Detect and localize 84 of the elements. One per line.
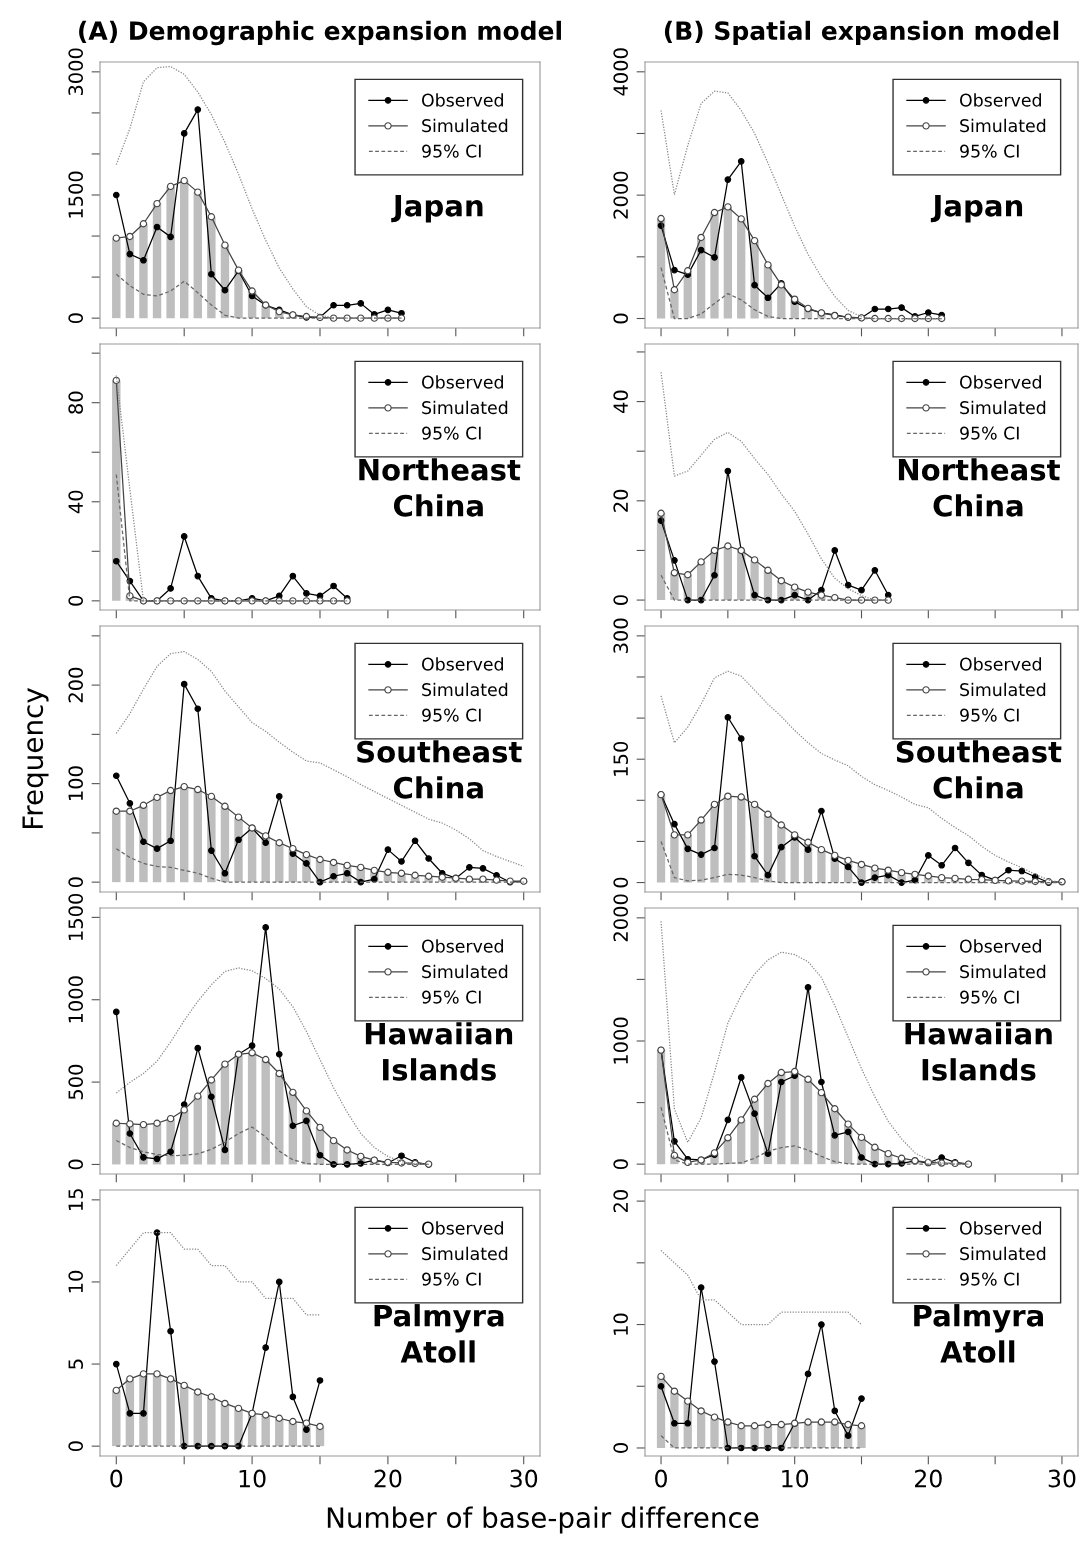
- y-tick-label: 0: [68, 877, 84, 888]
- legend-label: Simulated: [422, 964, 508, 979]
- y-tick-label: 0: [68, 1441, 84, 1452]
- y-tick-label: 0: [68, 595, 84, 606]
- annotation: Southeast China: [357, 740, 522, 799]
- y-tick-label: 2000: [613, 171, 629, 219]
- legend-label: Observed: [421, 657, 503, 671]
- x-axis-title: Number of base-pair difference: [327, 1506, 759, 1534]
- x-tick-label: 20: [915, 1469, 942, 1488]
- legend-label: Observed: [421, 1221, 503, 1235]
- annotation: Hawaiian Islands: [365, 1022, 513, 1081]
- x-tick-label: 0: [110, 1469, 123, 1488]
- y-tick-label: 0: [613, 1159, 629, 1170]
- x-tick-label: 10: [239, 1469, 266, 1488]
- y-tick-label: 300: [613, 618, 629, 653]
- y-tick-label: 40: [68, 490, 84, 514]
- annotation: Northeast China: [898, 458, 1060, 517]
- legend-label: Observed: [959, 939, 1041, 953]
- y-tick-label: 0: [68, 313, 84, 324]
- y-tick-label: 0: [613, 877, 629, 888]
- legend-label: 95% CI: [960, 144, 1019, 158]
- legend-label: Observed: [421, 93, 503, 107]
- annotation: Palmyra Atoll: [374, 1304, 504, 1363]
- y-tick-label: 20: [613, 1190, 629, 1213]
- legend-label: 95% CI: [960, 708, 1019, 722]
- annotation: Northeast China: [359, 458, 521, 517]
- legend-label: Simulated: [960, 1246, 1046, 1261]
- legend-label: 95% CI: [422, 1272, 481, 1286]
- y-tick-label: 80: [68, 391, 84, 414]
- annotation: Palmyra Atoll: [914, 1304, 1043, 1363]
- y-tick-label: 10: [68, 1270, 84, 1293]
- annotation: Japan: [391, 195, 483, 223]
- x-tick-label: 20: [374, 1469, 402, 1488]
- annotation: Japan: [930, 195, 1023, 223]
- x-tick-label: 30: [510, 1469, 538, 1488]
- chart-title: (A) Demographic expansion model: [79, 20, 561, 46]
- annotation: Southeast China: [896, 740, 1062, 799]
- y-tick-label: 0: [613, 595, 629, 605]
- legend-label: Simulated: [960, 964, 1046, 979]
- legend-label: 95% CI: [960, 990, 1019, 1004]
- legend-label: Observed: [959, 657, 1041, 671]
- legend-label: Observed: [959, 1221, 1041, 1235]
- legend-label: Observed: [959, 375, 1041, 389]
- y-tick-label: 0: [68, 1159, 84, 1170]
- y-tick-label: 1500: [68, 171, 84, 218]
- y-axis-title: Frequency: [22, 688, 49, 829]
- y-tick-label: 20: [613, 489, 629, 512]
- legend-label: 95% CI: [960, 426, 1019, 440]
- legend-label: 95% CI: [960, 1272, 1019, 1286]
- y-tick-label: 10: [613, 1313, 629, 1335]
- y-tick-label: 1000: [613, 1017, 629, 1064]
- y-tick-label: 5: [68, 1359, 84, 1369]
- legend-label: 95% CI: [422, 426, 481, 440]
- chart-title: (B) Spatial expansion model: [664, 20, 1059, 45]
- legend-label: 95% CI: [422, 990, 481, 1004]
- legend-label: 95% CI: [422, 708, 481, 722]
- y-tick-label: 4000: [613, 48, 629, 96]
- y-tick-label: 150: [613, 741, 629, 776]
- y-tick-label: 0: [613, 1443, 629, 1453]
- y-tick-label: 200: [68, 667, 84, 703]
- legend-label: Simulated: [422, 1246, 508, 1261]
- y-tick-label: 1000: [68, 976, 84, 1023]
- y-tick-label: 1500: [68, 893, 84, 940]
- legend-label: Simulated: [422, 118, 508, 133]
- legend-label: Observed: [959, 93, 1041, 107]
- legend-label: Simulated: [960, 682, 1046, 697]
- legend-label: Observed: [421, 375, 503, 389]
- legend-label: 95% CI: [422, 144, 481, 158]
- y-tick-label: 15: [68, 1189, 84, 1211]
- legend-label: Simulated: [960, 400, 1046, 415]
- legend-label: Simulated: [960, 118, 1046, 133]
- y-tick-label: 3000: [68, 48, 84, 96]
- legend-label: Simulated: [422, 400, 508, 415]
- annotation: Hawaiian Islands: [905, 1022, 1052, 1081]
- y-tick-label: 500: [68, 1064, 84, 1100]
- legend-label: Simulated: [422, 682, 508, 697]
- y-tick-label: 0: [613, 313, 629, 324]
- legend-label: Observed: [421, 939, 503, 953]
- x-tick-label: 30: [1048, 1469, 1076, 1488]
- y-tick-label: 40: [613, 390, 629, 413]
- x-tick-label: 0: [655, 1469, 667, 1488]
- x-tick-label: 10: [782, 1469, 809, 1488]
- y-tick-label: 100: [68, 766, 84, 801]
- y-tick-label: 2000: [613, 894, 629, 942]
